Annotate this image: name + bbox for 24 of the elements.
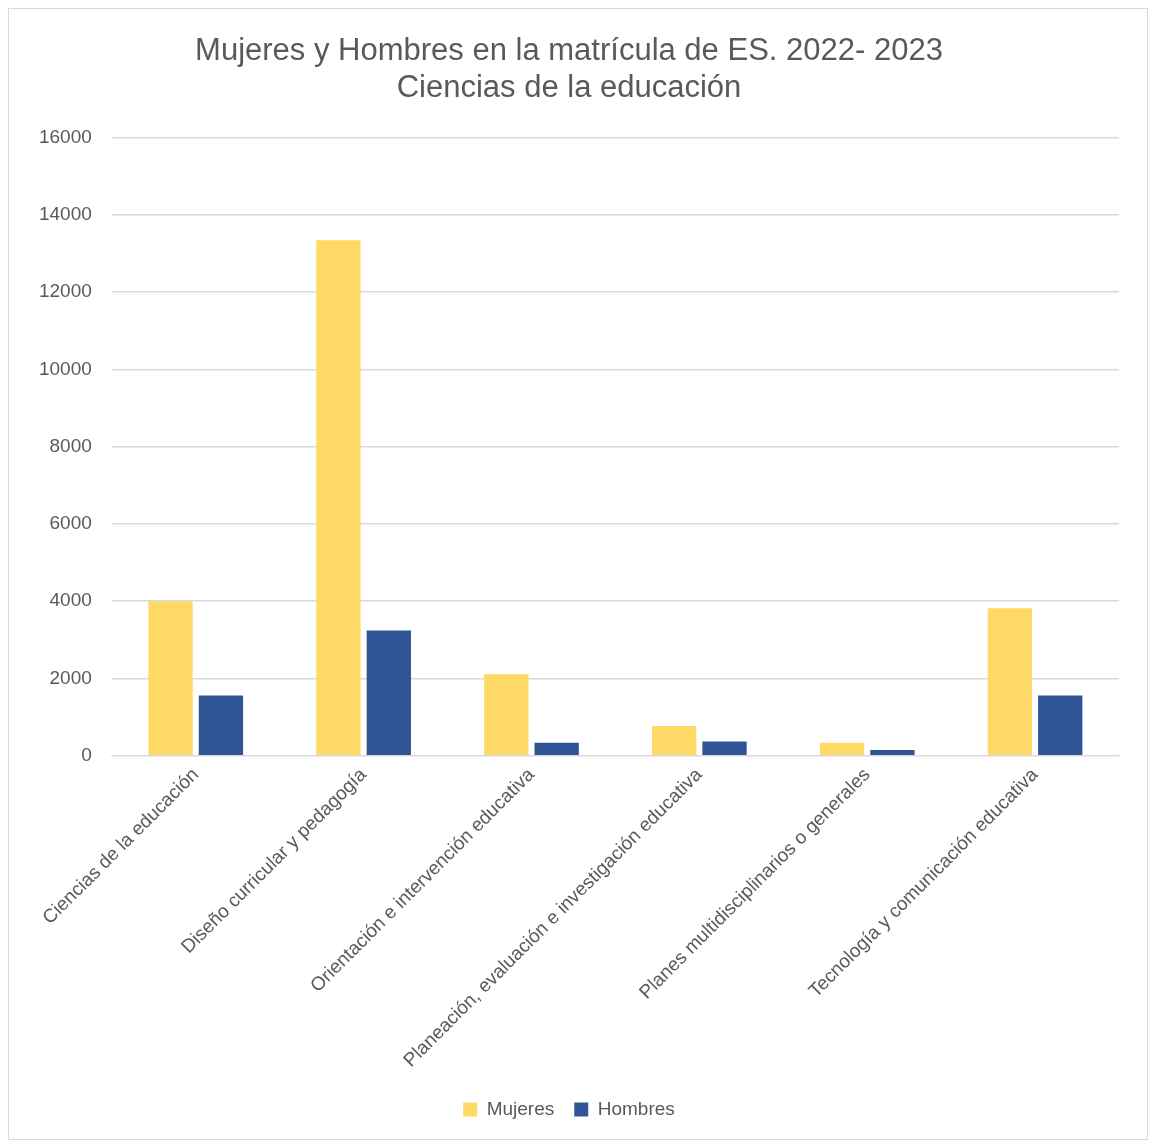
y-tick-label: 6000 bbox=[49, 512, 92, 534]
y-tick-label: 12000 bbox=[38, 280, 92, 302]
bar bbox=[534, 742, 579, 756]
y-tick-label: 16000 bbox=[38, 125, 92, 147]
legend-label: Mujeres bbox=[486, 1097, 555, 1119]
bar bbox=[366, 630, 411, 756]
bar bbox=[819, 742, 865, 756]
y-tick-label: 10000 bbox=[38, 357, 92, 379]
bar bbox=[484, 674, 529, 756]
y-tick-label: 14000 bbox=[38, 202, 92, 224]
y-tick-label: 0 bbox=[81, 744, 92, 766]
legend-label: Hombres bbox=[597, 1097, 675, 1119]
y-tick-label: 2000 bbox=[49, 666, 92, 688]
bar bbox=[987, 608, 1033, 756]
bar bbox=[1038, 695, 1083, 756]
bar bbox=[870, 750, 915, 756]
bar bbox=[148, 601, 193, 756]
chart-title: Mujeres y Hombres en la matrícula de ES. 2022- 2023 Ciencias de la educación bbox=[195, 32, 943, 105]
y-tick-label: 8000 bbox=[49, 434, 92, 456]
y-tick-label: 4000 bbox=[49, 589, 92, 611]
bar bbox=[652, 726, 697, 756]
bar bbox=[702, 741, 747, 756]
bar bbox=[316, 240, 361, 756]
bar bbox=[198, 695, 244, 756]
